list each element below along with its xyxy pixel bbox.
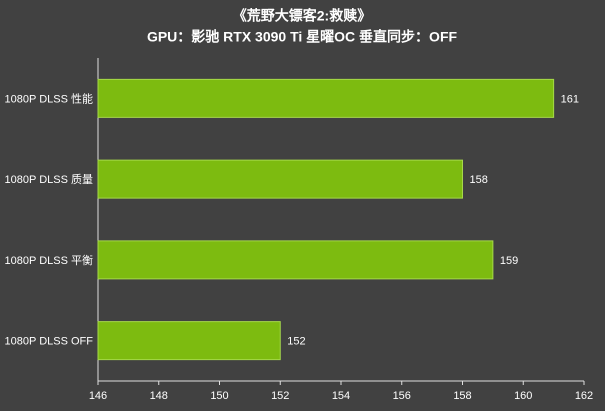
bar — [97, 240, 494, 280]
y-tick-label: 1080P DLSS 质量 — [5, 173, 93, 186]
x-tick-label: 150 — [210, 390, 228, 402]
chart-title: 《荒野大镖客2:救赎》 — [233, 8, 371, 24]
bar — [97, 159, 463, 199]
x-tick-label: 158 — [453, 390, 471, 402]
x-tick-label: 154 — [332, 390, 350, 402]
bar — [97, 321, 281, 361]
value-label: 161 — [561, 93, 579, 105]
value-label: 152 — [287, 336, 305, 348]
x-tick-label: 148 — [150, 390, 168, 402]
y-tick-label: 1080P DLSS OFF — [5, 336, 94, 348]
x-tick-label: 156 — [393, 390, 411, 402]
value-label: 159 — [500, 255, 518, 267]
x-tick-label: 152 — [271, 390, 289, 402]
x-tick-label: 146 — [89, 390, 107, 402]
x-tick-label: 160 — [514, 390, 532, 402]
y-tick-label: 1080P DLSS 性能 — [5, 91, 93, 105]
y-tick-label: 1080P DLSS 平衡 — [5, 254, 93, 267]
chart-subtitle: GPU：影驰 RTX 3090 Ti 星曜OC 垂直同步：OFF — [147, 29, 458, 45]
x-tick-label: 162 — [575, 390, 593, 402]
bar — [97, 78, 555, 118]
value-label: 158 — [470, 174, 488, 186]
